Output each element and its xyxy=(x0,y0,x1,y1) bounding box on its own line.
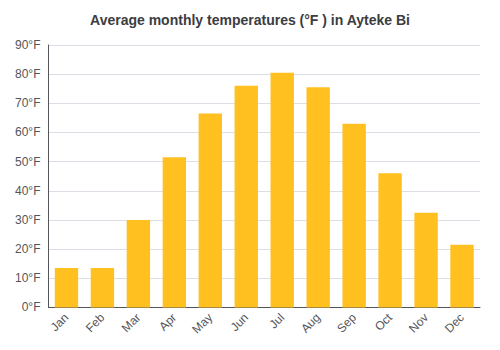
svg-text:May: May xyxy=(189,311,215,337)
svg-text:20°F: 20°F xyxy=(15,242,40,256)
svg-text:Sep: Sep xyxy=(334,310,359,335)
svg-text:Mar: Mar xyxy=(119,311,144,335)
svg-text:30°F: 30°F xyxy=(15,213,40,227)
svg-text:Jul: Jul xyxy=(266,311,287,332)
svg-text:50°F: 50°F xyxy=(15,155,40,169)
svg-text:0°F: 0°F xyxy=(22,300,41,314)
svg-text:80°F: 80°F xyxy=(15,67,40,81)
svg-text:Apr: Apr xyxy=(156,311,179,334)
svg-text:Oct: Oct xyxy=(372,310,396,334)
svg-text:Nov: Nov xyxy=(406,311,431,336)
svg-text:70°F: 70°F xyxy=(15,96,40,110)
svg-text:Feb: Feb xyxy=(83,310,108,335)
svg-text:60°F: 60°F xyxy=(15,125,40,139)
svg-text:Jun: Jun xyxy=(228,311,252,335)
svg-text:Average monthly temperatures (: Average monthly temperatures (°F ) in Ay… xyxy=(90,12,410,28)
svg-text:10°F: 10°F xyxy=(15,271,40,285)
svg-text:90°F: 90°F xyxy=(15,38,40,52)
svg-text:Jan: Jan xyxy=(48,311,72,335)
svg-text:Aug: Aug xyxy=(298,311,323,336)
svg-text:40°F: 40°F xyxy=(15,184,40,198)
svg-text:Dec: Dec xyxy=(442,311,467,336)
